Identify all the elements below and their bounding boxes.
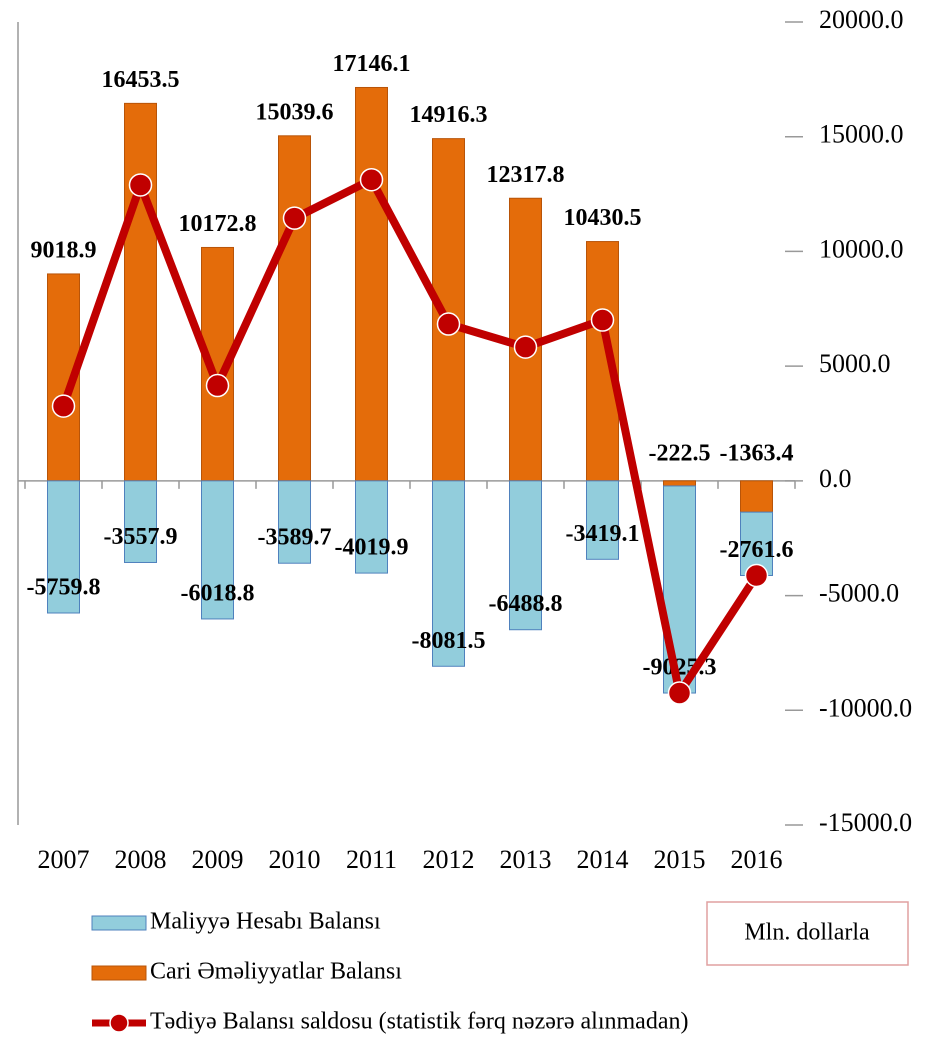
- line-marker: [744, 563, 769, 588]
- bar: [278, 480, 311, 564]
- bar: [740, 480, 773, 513]
- data-label: -2761.6: [720, 537, 794, 563]
- y-tick-label: -15000.0: [819, 808, 912, 837]
- line-marker: [282, 206, 307, 230]
- bar: [432, 480, 465, 667]
- data-label: 9018.9: [31, 237, 97, 263]
- line-marker: [436, 312, 461, 336]
- line-marker: [51, 394, 76, 418]
- data-label: -6018.8: [181, 580, 255, 606]
- x-tick-label: 2010: [269, 845, 321, 874]
- line-marker: [359, 167, 384, 192]
- legend-swatch: [91, 965, 147, 981]
- bar: [124, 480, 157, 563]
- line-marker: [513, 335, 538, 359]
- x-tick-label: 2009: [192, 845, 244, 874]
- y-tick-label: 5000.0: [819, 349, 891, 378]
- data-label: -3557.9: [104, 524, 178, 550]
- data-label: 12317.8: [487, 162, 565, 188]
- bar: [355, 86, 388, 482]
- bar: [509, 480, 542, 631]
- x-tick-label: 2007: [38, 845, 90, 874]
- data-label: 16453.5: [102, 67, 180, 93]
- annotation-box: [706, 901, 909, 966]
- x-tick-label: 2012: [423, 845, 475, 874]
- data-label: 15039.6: [256, 99, 334, 125]
- data-label: 17146.1: [333, 51, 411, 77]
- x-tick-label: 2008: [115, 845, 167, 874]
- y-tick-label: 15000.0: [819, 120, 904, 149]
- data-label: -3589.7: [258, 525, 332, 551]
- data-label: -3419.1: [566, 521, 640, 547]
- x-tick-label: 2014: [577, 845, 629, 874]
- data-label: 10172.8: [179, 211, 257, 237]
- legend-label: Tədiyə Balansı saldosu (statistik fərq n…: [150, 1009, 688, 1035]
- bar: [355, 480, 388, 574]
- y-tick-label: -10000.0: [819, 693, 912, 722]
- line-marker: [205, 373, 230, 398]
- data-label: -1363.4: [720, 440, 794, 466]
- y-tick-label: -5000.0: [819, 579, 899, 608]
- bar: [663, 480, 696, 487]
- data-label: -222.5: [649, 440, 711, 466]
- data-label: -5759.8: [27, 575, 101, 601]
- x-tick-label: 2016: [731, 845, 783, 874]
- legend-label: Maliyyə Hesabı Balansı: [150, 909, 381, 935]
- bar: [201, 480, 234, 620]
- data-label: -6488.8: [489, 591, 563, 617]
- y-tick-label: 20000.0: [819, 5, 904, 34]
- y-tick-label: 0.0: [819, 464, 852, 493]
- line-marker: [128, 173, 153, 197]
- x-tick-label: 2015: [654, 845, 706, 874]
- line: [59, 175, 760, 698]
- legend-label: Cari Əməliyyatlar Balansı: [150, 959, 402, 985]
- line-marker: [667, 681, 692, 705]
- y-tick-label: 10000.0: [819, 234, 904, 263]
- x-tick-label: 2011: [346, 845, 397, 874]
- line-marker: [590, 308, 615, 332]
- bar: [278, 135, 311, 482]
- legend-swatch: [109, 1013, 129, 1033]
- bar: [586, 480, 619, 560]
- bar: [47, 480, 80, 614]
- data-label: 14916.3: [410, 102, 488, 128]
- x-tick-label: 2013: [500, 845, 552, 874]
- bar: [47, 273, 80, 482]
- legend-swatch: [91, 915, 147, 931]
- bar: [124, 102, 157, 482]
- data-label: 10430.5: [564, 205, 642, 231]
- data-label: -4019.9: [335, 535, 409, 561]
- data-label: -8081.5: [412, 628, 486, 654]
- annotation: Mln. dollarla: [744, 920, 870, 946]
